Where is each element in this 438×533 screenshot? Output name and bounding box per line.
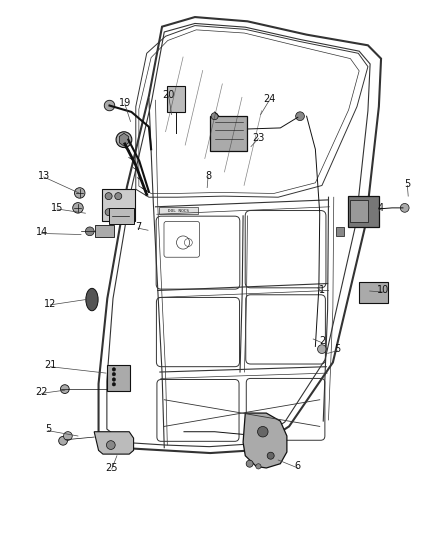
Text: 24: 24 xyxy=(263,94,276,103)
Circle shape xyxy=(112,378,116,381)
Text: 2: 2 xyxy=(319,336,325,346)
Circle shape xyxy=(60,385,69,393)
Text: 12: 12 xyxy=(44,299,57,309)
Text: 14: 14 xyxy=(35,227,48,237)
Circle shape xyxy=(59,437,67,445)
Ellipse shape xyxy=(86,288,98,311)
Text: 15: 15 xyxy=(51,203,63,213)
Text: 5: 5 xyxy=(334,344,340,354)
Circle shape xyxy=(105,208,112,216)
Circle shape xyxy=(115,208,122,216)
FancyBboxPatch shape xyxy=(336,227,344,236)
Text: 21: 21 xyxy=(44,360,57,370)
Text: 13: 13 xyxy=(38,171,50,181)
FancyBboxPatch shape xyxy=(348,196,379,227)
Text: 5: 5 xyxy=(45,424,51,434)
Circle shape xyxy=(115,192,122,200)
Circle shape xyxy=(112,368,116,371)
Text: 20: 20 xyxy=(162,90,175,100)
Text: 8: 8 xyxy=(205,171,211,181)
Text: DOL NOCS: DOL NOCS xyxy=(168,208,189,213)
Circle shape xyxy=(105,192,112,200)
FancyBboxPatch shape xyxy=(350,200,368,222)
FancyBboxPatch shape xyxy=(107,365,130,391)
Circle shape xyxy=(85,227,94,236)
Circle shape xyxy=(112,373,116,376)
Circle shape xyxy=(104,100,115,111)
Text: 22: 22 xyxy=(35,387,48,397)
FancyBboxPatch shape xyxy=(167,86,185,112)
Text: 5: 5 xyxy=(404,179,410,189)
Text: 10: 10 xyxy=(377,286,389,295)
Text: 1: 1 xyxy=(319,286,325,295)
Text: 4: 4 xyxy=(378,203,384,213)
Polygon shape xyxy=(94,432,134,454)
FancyBboxPatch shape xyxy=(95,225,114,237)
FancyBboxPatch shape xyxy=(359,282,388,303)
Text: 25: 25 xyxy=(106,463,118,473)
Circle shape xyxy=(318,345,326,353)
Circle shape xyxy=(106,441,115,449)
Circle shape xyxy=(400,204,409,212)
Text: 6: 6 xyxy=(295,462,301,471)
FancyBboxPatch shape xyxy=(210,116,247,151)
Circle shape xyxy=(116,132,132,148)
Circle shape xyxy=(73,203,83,213)
Text: 23: 23 xyxy=(252,133,265,142)
Circle shape xyxy=(296,112,304,120)
FancyBboxPatch shape xyxy=(159,207,198,214)
Polygon shape xyxy=(120,133,128,146)
Circle shape xyxy=(246,460,253,467)
Text: 19: 19 xyxy=(119,98,131,108)
Circle shape xyxy=(112,383,116,386)
FancyBboxPatch shape xyxy=(109,208,134,224)
Circle shape xyxy=(74,188,85,198)
Circle shape xyxy=(258,426,268,437)
Text: 7: 7 xyxy=(135,222,141,231)
Polygon shape xyxy=(243,413,287,468)
Circle shape xyxy=(211,112,218,120)
Circle shape xyxy=(64,432,72,440)
Circle shape xyxy=(256,464,261,469)
FancyBboxPatch shape xyxy=(102,189,135,221)
Circle shape xyxy=(267,452,274,459)
